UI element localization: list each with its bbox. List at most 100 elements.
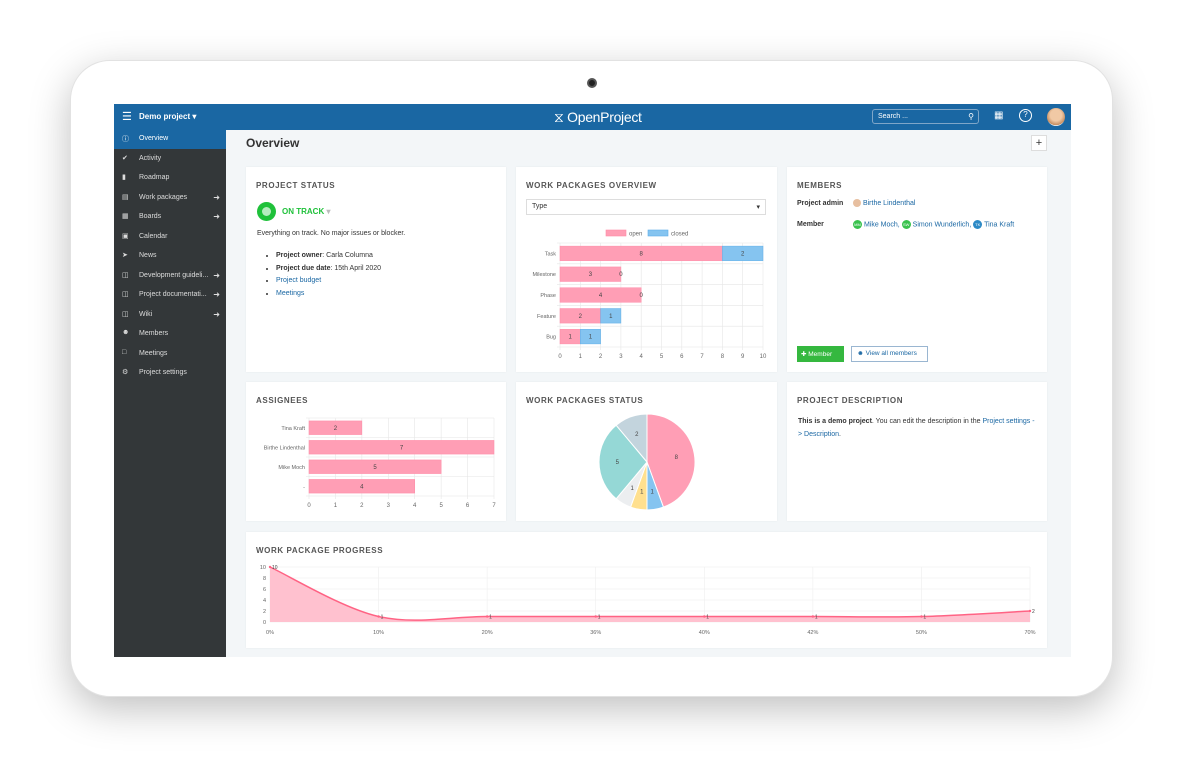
owner-value: : Carla Columna	[322, 252, 373, 259]
data-label: 1	[706, 615, 709, 621]
help-icon[interactable]: ?	[1019, 109, 1032, 122]
add-member-button[interactable]: ✚ Member	[797, 346, 844, 362]
sidebar-item-label: News	[139, 252, 157, 259]
data-label: 3	[589, 272, 593, 278]
x-tick-label: 4	[413, 503, 417, 509]
admin-name[interactable]: Birthe Lindenthal	[862, 199, 916, 207]
status-value: ON TRACK	[282, 207, 325, 216]
sidebar-item-boards[interactable]: ▦ Boards ➜	[114, 208, 226, 227]
sidebar-item-work-packages[interactable]: ▤ Work packages ➜	[114, 189, 226, 208]
x-tick-label: 9	[741, 354, 745, 360]
sidebar-item-project-documentati[interactable]: ◫ Project documentati... ➜	[114, 286, 226, 305]
bar	[308, 459, 442, 474]
project-settings-link[interactable]: Project settings -> Description	[798, 418, 1035, 438]
y-tick-label: Birthe Lindenthal	[264, 445, 305, 451]
sidebar-item-development-guideli[interactable]: ◫ Development guideli... ➜	[114, 267, 226, 286]
project-budget-link[interactable]: Project budget	[276, 277, 322, 284]
sidebar-item-news[interactable]: ➤ News	[114, 247, 226, 266]
arrow-right-icon[interactable]: ➜	[213, 212, 220, 221]
data-label: 2	[1032, 609, 1035, 615]
arrow-right-icon[interactable]: ➜	[213, 290, 220, 299]
data-point	[268, 565, 272, 569]
sidebar-item-label: Calendar	[139, 232, 168, 240]
bar	[600, 308, 622, 324]
y-tick-label: Task	[545, 251, 557, 257]
y-tick-label: Tina Kraft	[281, 426, 305, 432]
project-selector[interactable]: Demo project ▾	[139, 112, 197, 121]
sidebar-item-meetings[interactable]: □ Meetings	[114, 345, 226, 364]
sidebar-item-activity[interactable]: ✔ Activity	[114, 150, 226, 169]
logo-text: OpenProject	[567, 109, 642, 125]
member-link[interactable]: Simon Wunderlich,	[912, 221, 972, 229]
sidebar-item-label: Project settings	[139, 369, 187, 376]
chevron-down-icon: ▾	[756, 204, 760, 211]
arrow-right-icon[interactable]: ➜	[213, 270, 220, 280]
y-tick-label: -	[303, 484, 305, 490]
x-tick-label: 50%	[916, 630, 927, 636]
x-tick-label: 3	[387, 503, 391, 509]
data-point	[920, 615, 923, 618]
menu-icon[interactable]: ☰	[122, 111, 132, 123]
member-avatar: TK	[973, 220, 983, 229]
grid-icon[interactable]: ▦	[994, 110, 1004, 121]
app-screen: ☰ Demo project ▾ ⧖ OpenProject Search ..…	[114, 104, 1071, 657]
sidebar-item-label: Boards	[139, 213, 162, 220]
arrow-right-icon[interactable]: ➜	[213, 192, 220, 202]
x-tick-label: 1	[579, 354, 583, 360]
page-title: Overview	[246, 136, 300, 150]
y-tick-label: Milestone	[532, 272, 556, 278]
sidebar-item-overview[interactable]: ⓘ Overview	[114, 130, 226, 149]
user-avatar[interactable]	[1047, 108, 1065, 126]
openproject-logo[interactable]: ⧖ OpenProject	[554, 109, 642, 126]
x-tick-label: 36%	[590, 630, 601, 636]
view-all-members-button[interactable]: ☻ View all members	[851, 346, 928, 362]
data-label: 1	[598, 615, 601, 621]
group-icon: ☻	[122, 329, 130, 336]
sidebar-item-label: Overview	[139, 135, 169, 142]
slice-label: 1	[640, 489, 644, 495]
data-point	[1028, 609, 1032, 613]
member-link[interactable]: Tina Kraft	[984, 221, 1015, 229]
search-input[interactable]: Search ... ⚲	[872, 109, 979, 124]
data-label: 1	[568, 335, 572, 341]
card-heading: MEMBERS	[797, 181, 843, 190]
add-widget-button[interactable]: +	[1031, 135, 1047, 151]
y-tick-label: Feature	[537, 314, 556, 320]
book-icon: ◫	[122, 271, 129, 279]
type-select[interactable]: Type ▾	[526, 199, 766, 215]
member-link[interactable]: Mike Moch,	[863, 221, 900, 229]
sidebar-item-project-settings[interactable]: ⚙ Project settings	[114, 364, 226, 383]
book-icon: ◫	[122, 310, 129, 318]
search-icon[interactable]: ⚲	[968, 112, 974, 121]
admin-user[interactable]: Birthe Lindenthal	[853, 199, 916, 207]
sidebar-item-wiki[interactable]: ◫ Wiki ➜	[114, 306, 226, 325]
y-tick-label: 6	[263, 587, 266, 593]
sidebar-item-roadmap[interactable]: ▮ Roadmap	[114, 169, 226, 188]
data-label: 0	[619, 272, 623, 278]
arrow-right-icon[interactable]: ➜	[213, 309, 220, 319]
calendar-icon: ▣	[122, 232, 129, 240]
data-label: 1	[381, 615, 384, 621]
status-dropdown[interactable]: ON TRACK ▾	[282, 207, 331, 216]
sidebar-item-label: Wiki	[139, 310, 153, 318]
y-tick-label: Bug	[546, 335, 556, 341]
x-tick-label: 2	[360, 503, 364, 509]
card-heading: PROJECT STATUS	[256, 181, 336, 190]
description-text: This is a demo project. You can edit the…	[798, 416, 1038, 441]
sidebar-item-calendar[interactable]: ▣ Calendar	[114, 228, 226, 247]
x-tick-label: 7	[492, 503, 496, 509]
description-bold: This is a demo project	[798, 418, 872, 425]
x-tick-label: 0	[558, 354, 562, 360]
meetings-link[interactable]: Meetings	[276, 289, 305, 297]
y-tick-label: Phase	[540, 293, 556, 299]
due-item: Project due date: 15th April 2020	[276, 263, 381, 276]
chat-icon: □	[122, 348, 127, 356]
megaphone-icon: ➤	[122, 252, 128, 259]
sidebar-item-label: Members	[139, 330, 169, 337]
x-tick-label: 42%	[807, 630, 818, 636]
owner-item: Project owner: Carla Columna	[276, 250, 381, 263]
sidebar-item-members[interactable]: ☻ Members	[114, 325, 226, 344]
pie-slice	[598, 424, 648, 500]
x-tick-label: 6	[466, 503, 470, 509]
camera	[587, 78, 597, 88]
